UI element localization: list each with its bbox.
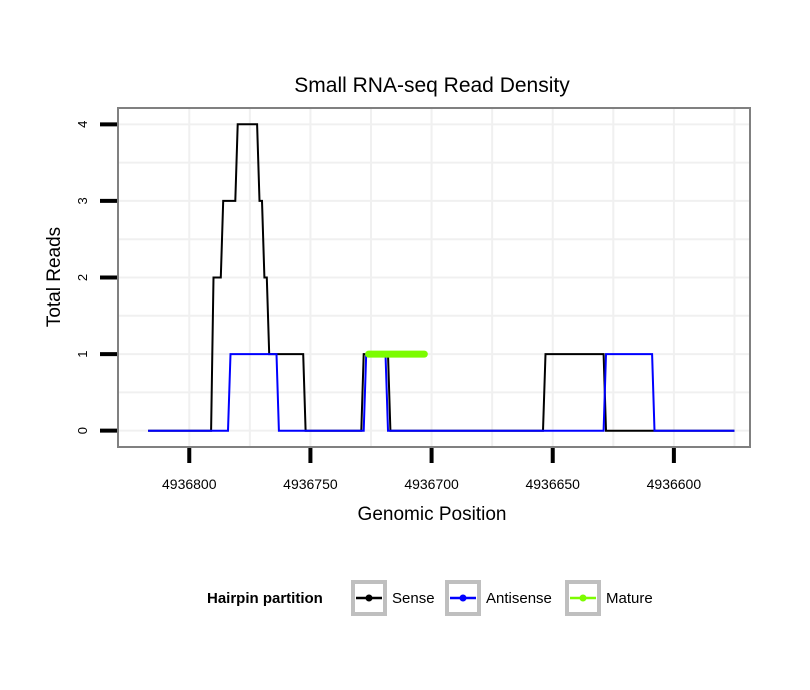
y-axis-label: Total Reads [44,227,65,327]
legend-item-sense: Sense [351,580,435,616]
chart-title: Small RNA-seq Read Density [294,74,570,97]
plot-panel-border [117,107,751,448]
legend-label: Antisense [486,590,552,607]
y-tick-label: 2 [75,274,90,281]
legend-label: Sense [392,590,435,607]
legend-item-mature: Mature [565,580,653,616]
y-tick-label: 4 [75,121,90,128]
x-tick-label: 4936700 [404,476,459,492]
legend-key-dot [365,594,373,602]
x-tick-label: 4936800 [162,476,217,492]
x-tick-label: 4936600 [647,476,702,492]
x-tick-label: 4936650 [525,476,580,492]
y-axis-ticks: 0 1 2 3 4 [75,121,117,434]
x-axis-ticks: 4936800 4936750 4936700 4936650 4936600 [162,448,701,492]
legend-label: Mature [606,590,653,607]
legend-key-dot [579,594,587,602]
y-tick-label: 3 [75,197,90,204]
y-tick-label: 1 [75,350,90,357]
x-tick-label: 4936750 [283,476,338,492]
series-lines [148,123,735,432]
y-tick-label: 0 [75,427,90,434]
legend: Hairpin partition Sense Antisense Mature [207,580,653,616]
legend-title: Hairpin partition [207,590,323,607]
x-axis-label: Genomic Position [358,504,507,525]
legend-item-antisense: Antisense [445,580,552,616]
legend-key-dot [459,594,467,602]
